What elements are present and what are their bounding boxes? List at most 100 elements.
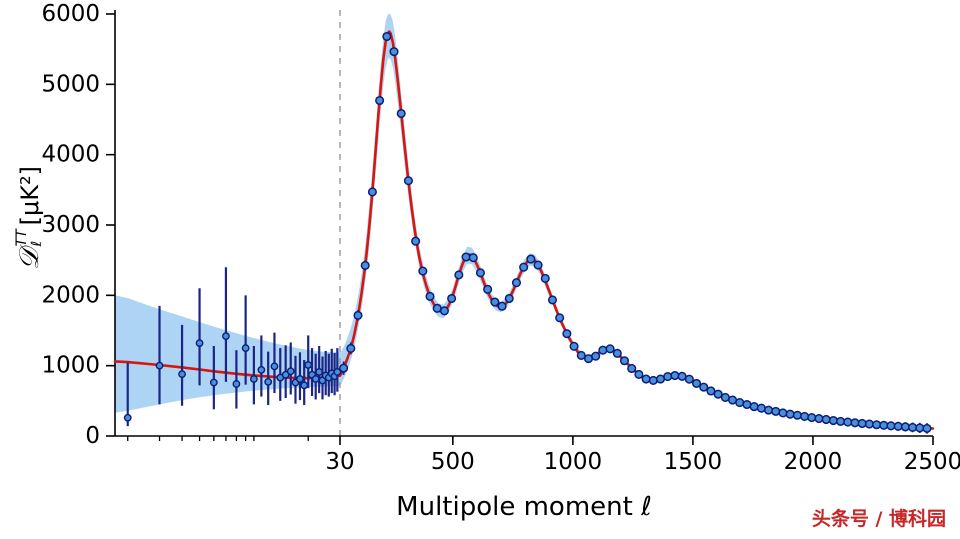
data-point bbox=[591, 351, 601, 361]
data-point bbox=[879, 420, 889, 430]
data-point bbox=[264, 377, 273, 386]
data-point bbox=[699, 382, 709, 392]
data-point bbox=[763, 405, 774, 415]
data-point bbox=[425, 291, 435, 301]
watermark-text: 头条号 / 博科园 bbox=[811, 508, 946, 530]
data-point bbox=[785, 409, 795, 419]
data-point bbox=[490, 297, 500, 307]
data-point bbox=[418, 266, 428, 276]
data-point bbox=[454, 270, 464, 280]
data-point bbox=[382, 31, 392, 42]
data-point bbox=[389, 47, 399, 57]
data-point bbox=[286, 367, 295, 376]
data-point bbox=[526, 254, 536, 264]
data-point bbox=[447, 293, 457, 304]
data-point bbox=[333, 368, 342, 376]
y-tick-label: 4000 bbox=[41, 142, 100, 168]
data-point bbox=[562, 329, 572, 339]
data-point bbox=[886, 421, 896, 431]
y-tick-label: 5000 bbox=[41, 71, 100, 97]
data-point bbox=[209, 378, 218, 387]
y-tick-label: 0 bbox=[85, 423, 100, 449]
data-point bbox=[807, 413, 817, 423]
data-point bbox=[296, 375, 304, 383]
data-point bbox=[627, 363, 637, 374]
data-point bbox=[821, 414, 831, 425]
data-point bbox=[232, 380, 241, 388]
data-point bbox=[461, 252, 471, 262]
data-point bbox=[360, 260, 370, 270]
data-point bbox=[663, 372, 673, 382]
data-point bbox=[800, 411, 810, 421]
y-axis-superscript: TT bbox=[14, 229, 31, 247]
data-point bbox=[195, 339, 204, 348]
data-point bbox=[850, 418, 860, 428]
data-point bbox=[547, 295, 558, 305]
data-point bbox=[843, 417, 853, 427]
cosmic-variance-band bbox=[115, 14, 933, 430]
data-point bbox=[619, 356, 630, 366]
y-axis-symbol: 𝒟 bbox=[14, 248, 45, 271]
data-point bbox=[346, 343, 356, 353]
data-point bbox=[403, 176, 413, 186]
data-point bbox=[684, 374, 694, 384]
x-tick-label: 30 bbox=[325, 449, 354, 475]
data-point bbox=[483, 284, 493, 294]
data-point bbox=[641, 374, 651, 384]
data-point bbox=[908, 422, 918, 432]
data-point bbox=[749, 402, 759, 412]
y-axis-sub-sup: TT ℓ bbox=[14, 229, 45, 247]
x-axis-label: Multipole moment ℓ bbox=[396, 492, 652, 522]
data-point bbox=[706, 386, 716, 396]
y-tick-label: 6000 bbox=[41, 1, 100, 27]
data-point bbox=[872, 420, 882, 430]
data-point bbox=[713, 389, 723, 399]
data-point bbox=[241, 344, 250, 352]
data-point bbox=[576, 350, 586, 361]
data-point bbox=[612, 348, 622, 358]
x-tick-label: 2000 bbox=[784, 449, 843, 475]
data-point bbox=[735, 398, 745, 408]
data-point bbox=[375, 95, 385, 106]
y-tick-label: 1000 bbox=[41, 353, 100, 379]
y-axis-units: [μK²] bbox=[16, 165, 44, 226]
axes: 0 1000 2000 3000 4000 5000 6000 30 500 1000 1500 20… bbox=[41, 1, 960, 475]
data-point bbox=[555, 313, 565, 323]
data-point bbox=[756, 403, 766, 413]
data-point bbox=[915, 423, 925, 433]
x-tick-label: 1500 bbox=[664, 449, 723, 475]
data-point bbox=[511, 278, 522, 288]
data-points bbox=[123, 31, 932, 434]
data-point bbox=[569, 341, 579, 351]
data-point bbox=[836, 416, 846, 426]
data-point bbox=[828, 415, 838, 426]
data-point bbox=[893, 421, 903, 431]
data-point bbox=[519, 262, 529, 272]
data-point bbox=[648, 375, 658, 385]
data-point bbox=[857, 418, 867, 429]
data-point bbox=[742, 399, 752, 410]
data-point bbox=[281, 370, 290, 379]
data-point bbox=[353, 310, 363, 320]
data-point bbox=[411, 236, 421, 246]
y-axis-subscript: ℓ bbox=[29, 240, 45, 247]
data-point bbox=[792, 410, 802, 420]
y-tick-label: 3000 bbox=[41, 212, 100, 238]
data-point bbox=[468, 253, 478, 263]
data-point bbox=[367, 187, 377, 197]
data-point bbox=[257, 365, 266, 374]
data-point bbox=[339, 363, 349, 373]
data-point bbox=[222, 332, 230, 341]
data-point bbox=[691, 378, 702, 388]
data-point bbox=[270, 362, 279, 371]
data-point bbox=[475, 268, 485, 278]
y-tick-label: 2000 bbox=[41, 282, 100, 308]
x-tick-label: 2500 bbox=[904, 449, 960, 475]
data-point bbox=[504, 293, 514, 304]
data-point bbox=[670, 370, 680, 381]
data-point bbox=[778, 408, 788, 418]
data-point bbox=[598, 345, 608, 355]
x-tick-label: 500 bbox=[431, 449, 475, 475]
